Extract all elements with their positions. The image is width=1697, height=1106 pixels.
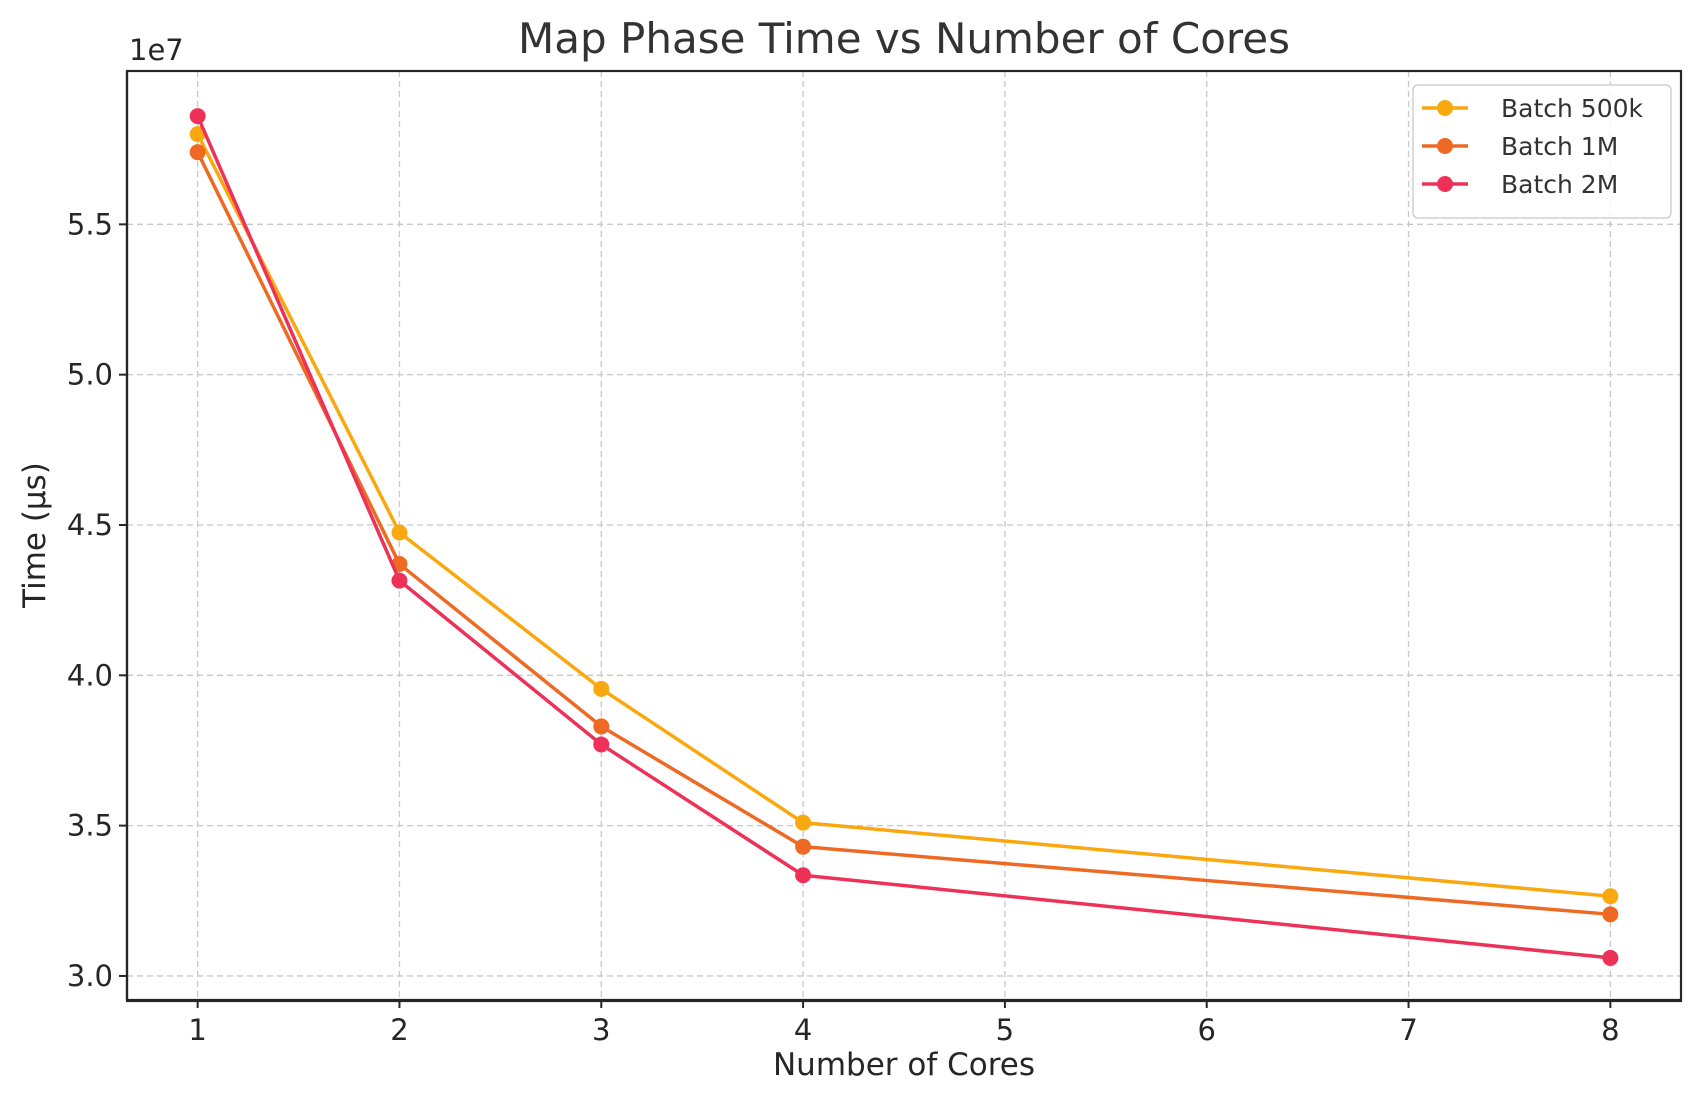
data-point xyxy=(391,524,408,541)
x-tick-label: 6 xyxy=(1198,1013,1216,1047)
data-point xyxy=(1602,906,1619,923)
legend-marker xyxy=(1437,100,1453,116)
y-tick-label: 4.5 xyxy=(67,508,113,542)
x-tick-label: 8 xyxy=(1601,1013,1619,1047)
ticks: 1 2 3 4 5 6 7 8 3.0 3.5 4.0 4.5 5.0 5.5 xyxy=(67,207,1620,1047)
series-layer xyxy=(189,108,1619,966)
legend-frame xyxy=(1412,84,1672,219)
y-tick-label: 5.0 xyxy=(67,358,113,392)
grid xyxy=(127,71,1681,1000)
x-tick-label: 1 xyxy=(188,1013,206,1047)
data-point xyxy=(795,814,812,831)
data-point xyxy=(593,736,610,753)
data-point xyxy=(593,680,610,697)
x-tick-label: 5 xyxy=(996,1013,1014,1047)
data-point xyxy=(189,144,206,161)
y-tick-label: 3.5 xyxy=(67,809,113,843)
x-axis-label: Number of Cores xyxy=(773,1047,1035,1083)
y-axis-label: Time (μs) xyxy=(17,462,53,609)
data-point xyxy=(189,126,206,143)
y-offset-label: 1e7 xyxy=(129,33,184,67)
series-1 xyxy=(189,126,1619,905)
x-tick-label: 2 xyxy=(390,1013,408,1047)
legend-label: Batch 500k xyxy=(1501,94,1644,123)
data-point xyxy=(189,108,206,125)
x-tick-label: 4 xyxy=(794,1013,812,1047)
series-line xyxy=(196,133,1611,899)
data-point xyxy=(795,838,812,855)
x-tick-label: 7 xyxy=(1399,1013,1417,1047)
legend-marker xyxy=(1437,176,1453,192)
legend-item: Batch 500k xyxy=(1422,94,1644,123)
axes xyxy=(125,69,1683,1003)
legend-label: Batch 2M xyxy=(1501,170,1618,199)
data-point xyxy=(1602,949,1619,966)
data-point xyxy=(795,867,812,884)
data-point xyxy=(1602,888,1619,905)
legend: Batch 500k Batch 1M Batch 2M xyxy=(1412,84,1672,219)
y-tick-label: 4.0 xyxy=(67,658,113,692)
y-tick-label: 3.0 xyxy=(67,959,113,993)
series-3 xyxy=(189,108,1619,966)
data-point xyxy=(391,572,408,589)
legend-item: Batch 2M xyxy=(1422,170,1618,199)
y-tick-label: 5.5 xyxy=(67,207,113,241)
legend-label: Batch 1M xyxy=(1501,132,1618,161)
legend-item: Batch 1M xyxy=(1422,132,1618,161)
x-tick-label: 3 xyxy=(592,1013,610,1047)
series-line xyxy=(196,151,1611,917)
legend-marker xyxy=(1437,138,1453,154)
data-point xyxy=(593,718,610,735)
chart-title: Map Phase Time vs Number of Cores xyxy=(518,14,1290,63)
